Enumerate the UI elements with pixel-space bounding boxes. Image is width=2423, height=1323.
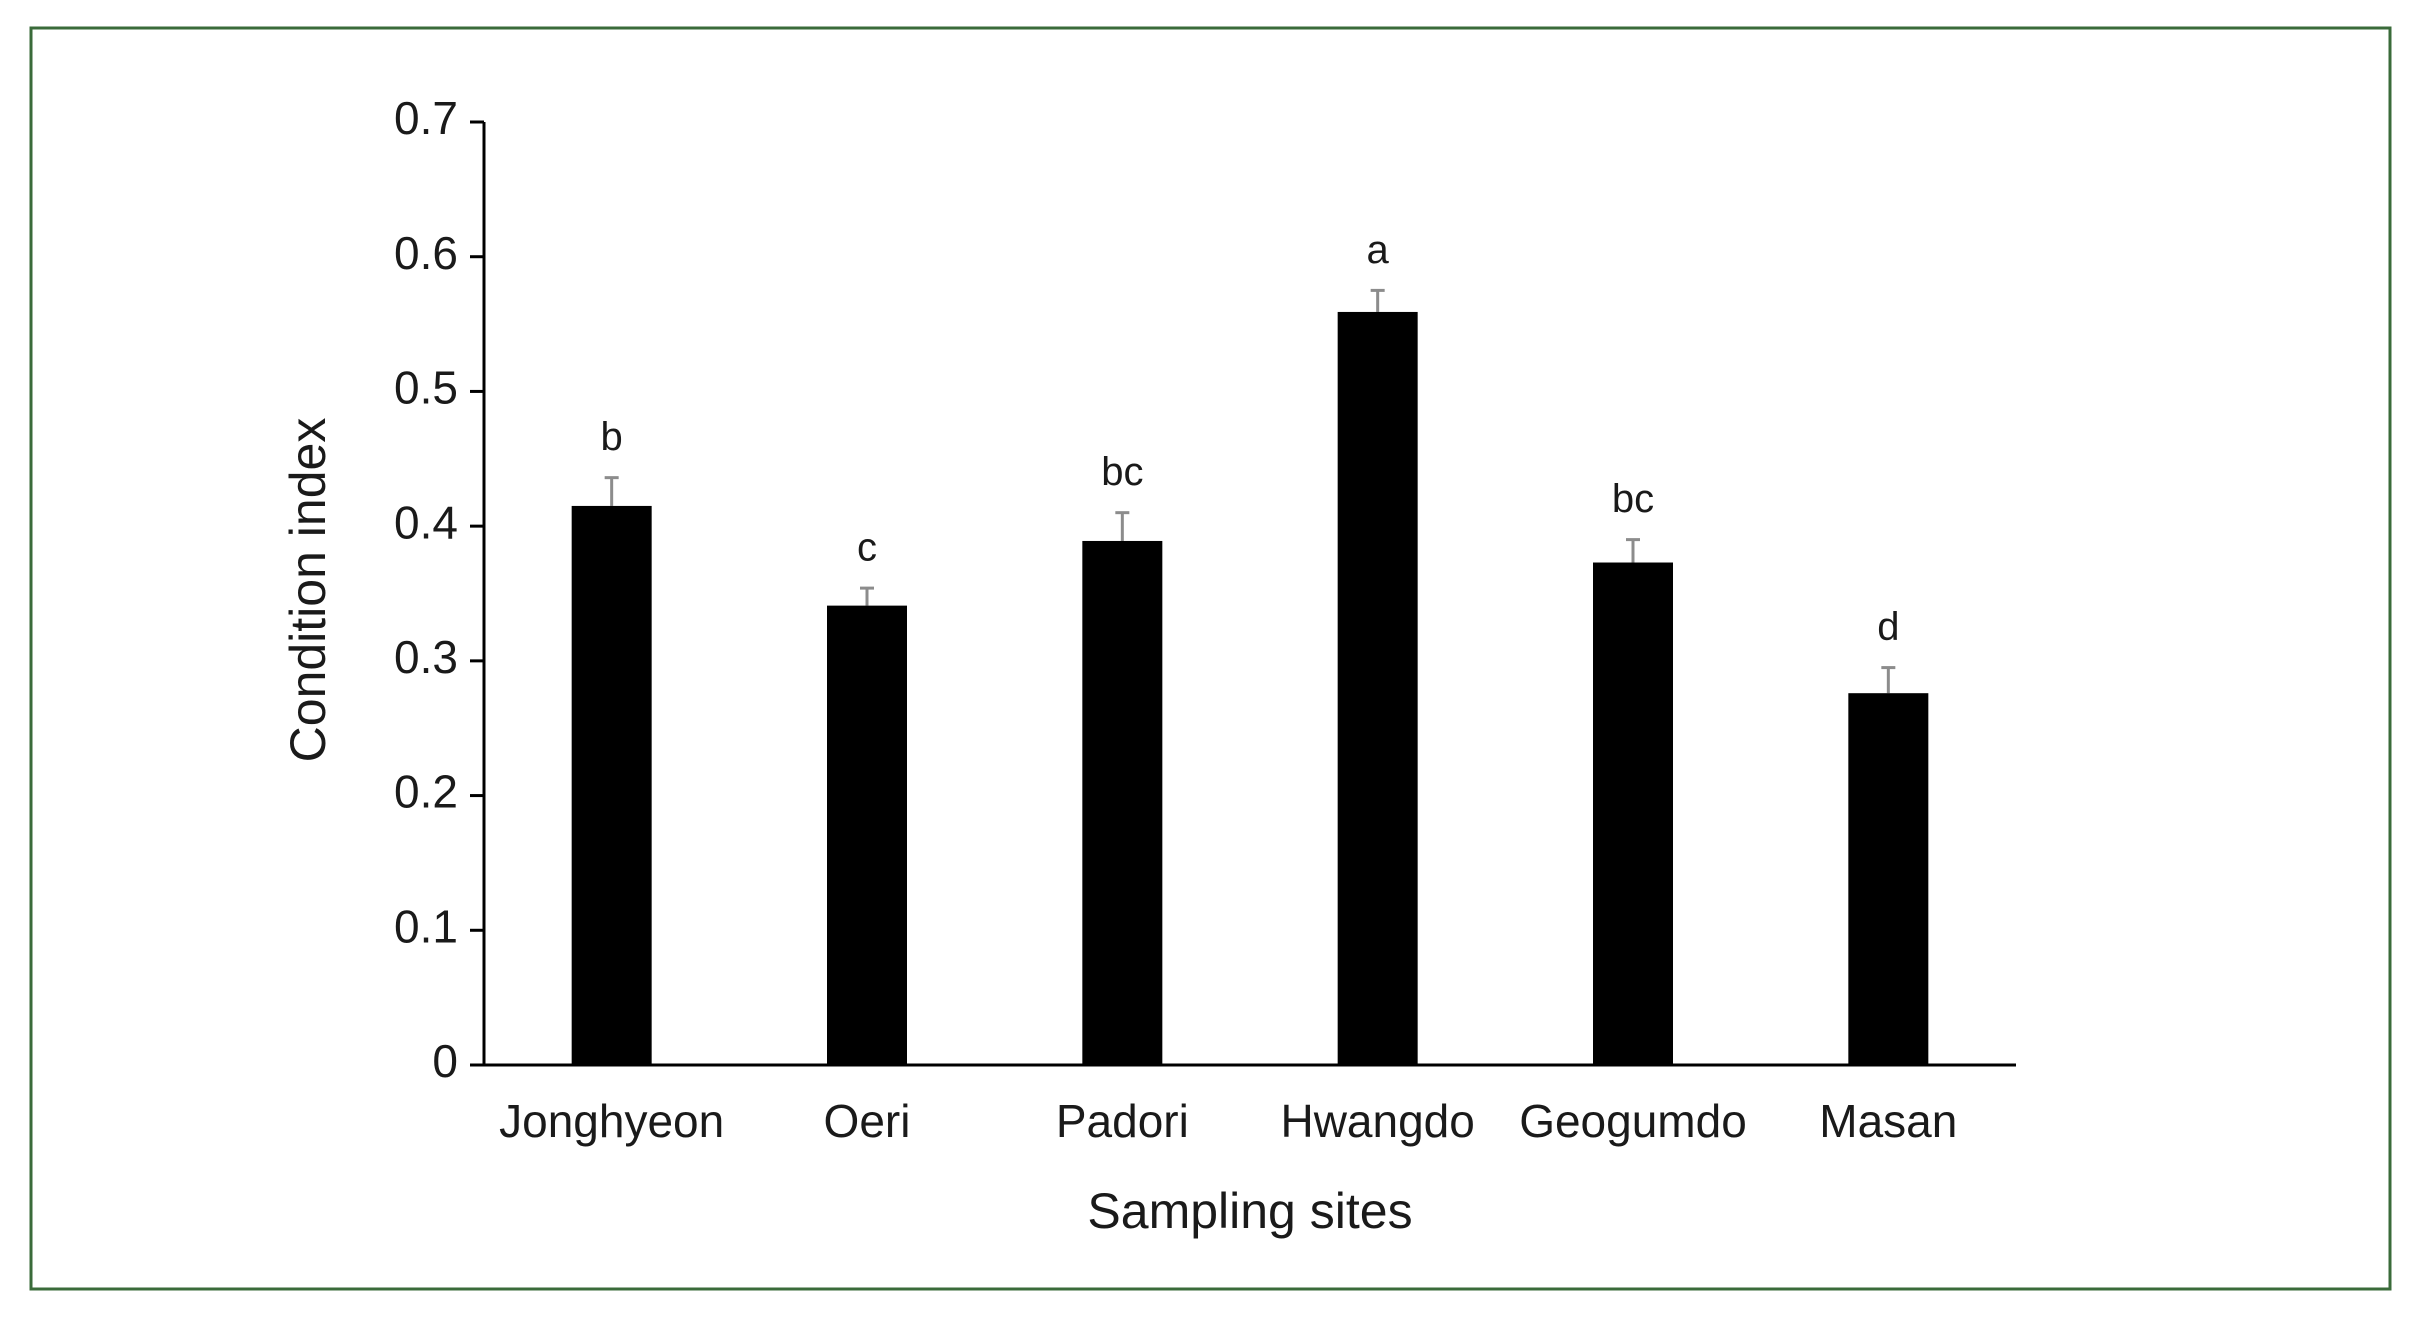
bar (1337, 311, 1418, 1065)
y-axis-title: Condition index (280, 418, 336, 763)
x-tick-label: Geogumdo (1519, 1095, 1747, 1147)
y-tick-label: 0.7 (394, 92, 458, 144)
y-tick-label: 0.3 (394, 631, 458, 683)
frame (29, 26, 2392, 1291)
x-tick-label: Oeri (824, 1095, 911, 1147)
bar (1593, 562, 1673, 1065)
annotation: bc (1101, 450, 1143, 494)
y-tick-label: 0.6 (394, 227, 458, 279)
annotation: bc (1612, 477, 1654, 521)
y-tick-label: 0.4 (394, 496, 458, 548)
x-axis-title: Sampling sites (1087, 1183, 1412, 1239)
y-tick-label: 0 (432, 1035, 458, 1087)
x-tick-label: Masan (1819, 1095, 1957, 1147)
annotation: c (857, 526, 877, 570)
bar (571, 505, 652, 1066)
bar (1082, 540, 1163, 1065)
bar (827, 605, 907, 1065)
y-tick-label: 0.1 (394, 900, 458, 952)
annotation: d (1877, 605, 1899, 649)
annotation: b (601, 415, 623, 459)
annotation: a (1367, 228, 1390, 272)
bar (1848, 693, 1929, 1065)
y-tick-label: 0.2 (394, 766, 458, 818)
x-tick-label: Padori (1056, 1095, 1189, 1147)
x-tick-label: Jonghyeon (499, 1095, 724, 1147)
x-tick-label: Hwangdo (1280, 1095, 1474, 1147)
y-tick-label: 0.5 (394, 362, 458, 414)
